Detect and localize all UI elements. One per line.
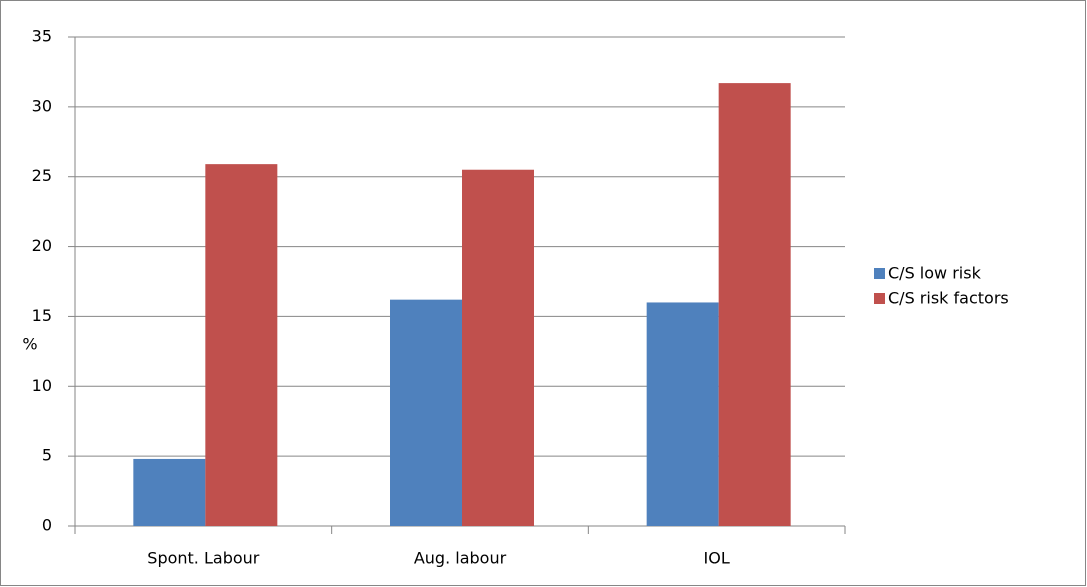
legend-label: C/S risk factors (888, 289, 1009, 308)
legend-swatch (874, 268, 885, 279)
y-tick-label: 25 (32, 166, 52, 185)
y-axis-label: % (22, 335, 37, 354)
legend-label: C/S low risk (888, 264, 982, 283)
bar (646, 302, 719, 526)
y-tick-label: 20 (32, 236, 52, 255)
y-tick-label: 10 (32, 376, 52, 395)
y-tick-label: 35 (32, 27, 52, 46)
bar (390, 299, 462, 526)
y-tick-label: 0 (42, 516, 52, 535)
y-tick-label: 5 (42, 446, 52, 465)
x-tick-label: IOL (704, 549, 730, 568)
y-tick-label: 30 (32, 96, 52, 115)
bar (205, 164, 278, 526)
x-tick-label: Aug. labour (414, 549, 507, 568)
x-tick-label: Spont. Labour (147, 549, 259, 568)
bar (462, 169, 534, 526)
bar (718, 83, 791, 526)
y-tick-label: 15 (32, 306, 52, 325)
bar (133, 458, 206, 526)
legend-swatch (874, 293, 885, 304)
